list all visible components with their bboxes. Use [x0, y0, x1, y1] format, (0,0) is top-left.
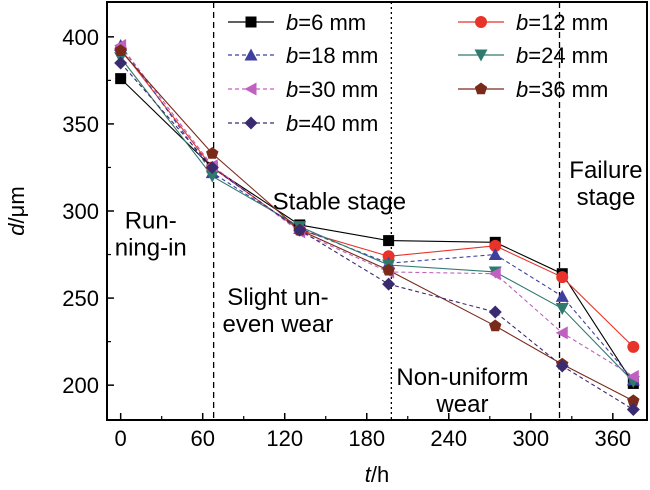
- legend-label: b=12 mm: [516, 10, 608, 35]
- y-axis-title: d/μm: [4, 186, 29, 235]
- x-axis-title: t/h: [365, 462, 389, 487]
- y-tick-label: 300: [62, 199, 99, 224]
- data-point: [627, 340, 640, 353]
- data-point: [626, 403, 640, 417]
- x-tick-label: 300: [512, 426, 549, 451]
- x-tick-label: 360: [594, 426, 631, 451]
- legend-label: b=40 mm: [286, 111, 378, 136]
- legend-marker: [244, 82, 257, 96]
- x-tick-label: 0: [115, 426, 127, 451]
- y-tick-label: 250: [62, 286, 99, 311]
- data-point: [293, 223, 307, 237]
- data-point: [114, 44, 127, 57]
- legend-marker: [244, 116, 258, 130]
- data-point: [489, 239, 502, 252]
- stage-annotation: Stable stage: [273, 188, 406, 215]
- legend-marker: [474, 82, 488, 95]
- data-point: [488, 267, 501, 281]
- x-tick-label: 120: [266, 426, 303, 451]
- y-tick-label: 350: [62, 112, 99, 137]
- x-axis: 0 60 120 180 240 300 360: [115, 413, 631, 451]
- legend-label: b=30 mm: [286, 77, 378, 102]
- data-point: [114, 56, 128, 70]
- data-point: [383, 235, 395, 247]
- legend-label: b=36 mm: [516, 77, 608, 102]
- x-tick-label: 180: [348, 426, 385, 451]
- y-tick-label: 200: [62, 373, 99, 398]
- stage-annotations: Run-ning-in Stable stage Slight un-even we…: [115, 157, 643, 418]
- x-tick-label: 240: [430, 426, 467, 451]
- data-point: [555, 303, 569, 316]
- data-point: [555, 359, 569, 373]
- data-point: [205, 160, 219, 174]
- series-line: [120, 50, 634, 402]
- legend-marker: [245, 16, 257, 28]
- stage-annotation: Run-ning-in: [115, 207, 187, 261]
- data-point: [489, 319, 502, 332]
- legend-marker: [244, 48, 258, 61]
- legend-label: b=24 mm: [516, 43, 608, 68]
- data-point: [556, 271, 569, 284]
- legend-label: b=18 mm: [286, 43, 378, 68]
- data-point: [488, 248, 502, 261]
- data-point: [206, 147, 219, 159]
- stage-annotation: Slight un-even wear: [223, 284, 334, 338]
- data-point: [555, 326, 568, 340]
- data-point: [488, 305, 502, 319]
- series-markers: [114, 39, 640, 417]
- legend-marker: [475, 16, 487, 28]
- data-point: [382, 250, 395, 263]
- y-axis: 200 250 300 350 400: [62, 25, 114, 398]
- data-point: [382, 277, 396, 291]
- stage-annotation: Non-uniform wear: [396, 364, 528, 418]
- legend-marker: [474, 49, 488, 62]
- data-point: [627, 394, 640, 407]
- data-point: [205, 170, 219, 183]
- data-point: [555, 289, 569, 302]
- x-tick-label: 60: [190, 426, 214, 451]
- legend-label: b=6 mm: [286, 10, 366, 35]
- data-point: [626, 369, 639, 383]
- data-point: [382, 263, 395, 276]
- legend: b=6 mm b=18 mm b=30 mm b=40 mm b=12 mm b=24 m…: [228, 10, 608, 136]
- stage-annotation: Failure stage: [569, 157, 642, 211]
- data-point: [115, 73, 127, 85]
- y-tick-label: 400: [62, 25, 99, 50]
